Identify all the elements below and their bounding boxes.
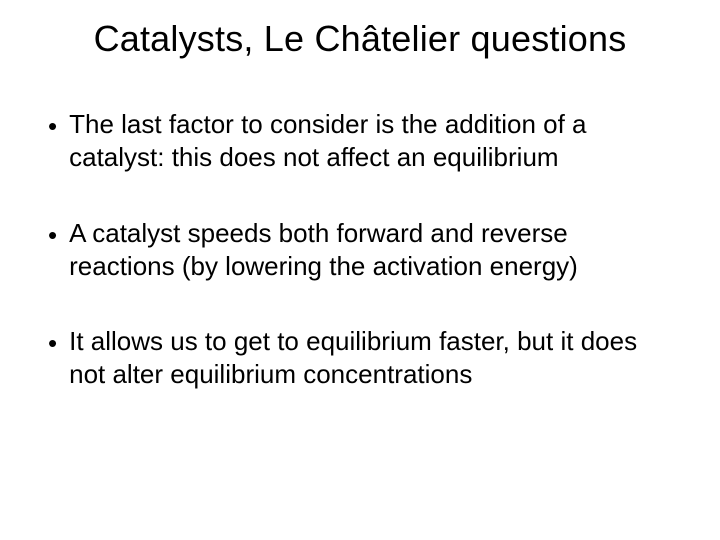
bullet-text: The last factor to consider is the addit… (69, 108, 680, 175)
bullet-text: It allows us to get to equilibrium faste… (69, 325, 680, 392)
bullet-item: • The last factor to consider is the add… (48, 108, 680, 175)
bullet-item: • It allows us to get to equilibrium fas… (48, 325, 680, 392)
bullet-item: • A catalyst speeds both forward and rev… (48, 217, 680, 284)
bullet-text: A catalyst speeds both forward and rever… (69, 217, 680, 284)
slide-title: Catalysts, Le Châtelier questions (40, 18, 680, 60)
slide: Catalysts, Le Châtelier questions • The … (0, 0, 720, 540)
bullet-marker-icon: • (48, 327, 57, 360)
bullet-marker-icon: • (48, 219, 57, 252)
bullet-marker-icon: • (48, 110, 57, 143)
bullet-list: • The last factor to consider is the add… (40, 108, 680, 392)
